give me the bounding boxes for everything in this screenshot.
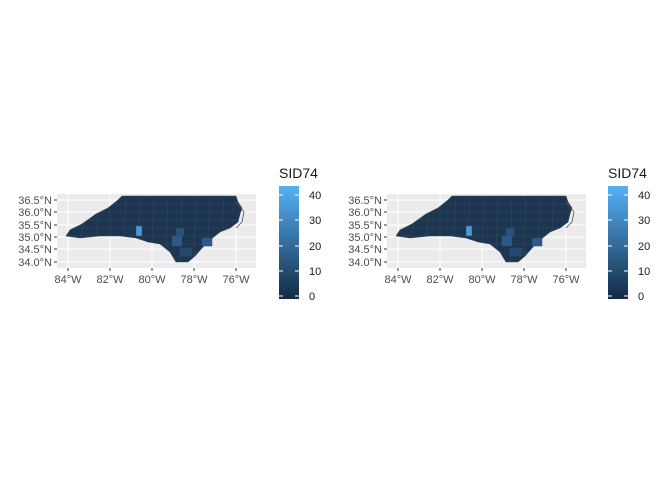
legend: SID74 0 10 20 30 40	[279, 165, 321, 303]
legend-label: 40	[638, 190, 650, 202]
y-tick-label: 36.5°N	[18, 195, 52, 207]
legend-label: 30	[638, 215, 650, 227]
legend-label: 20	[309, 241, 321, 253]
legend-label: 40	[309, 190, 321, 202]
y-tick-label: 35.0°N	[348, 232, 382, 244]
y-tick-label: 34.5°N	[348, 244, 382, 256]
y-tick-label: 36.0°N	[348, 207, 382, 219]
y-tick-label: 34.5°N	[18, 244, 52, 256]
legend-label: 0	[638, 291, 644, 303]
legend-title: SID74	[608, 165, 647, 181]
nc-counties	[395, 195, 575, 263]
y-axis	[384, 199, 387, 263]
map-svg-right: 84°W 82°W 80°W 78°W 76°W 36.5°N 36.0°N 3…	[348, 165, 650, 303]
x-axis	[67, 268, 237, 271]
legend-label: 10	[638, 266, 650, 278]
map-svg-left: 84°W 82°W 80°W 78°W 76°W 36.5°N 36.0°N 3…	[18, 165, 321, 303]
y-tick-labels: 36.5°N 36.0°N 35.5°N 35.0°N 34.5°N 34.0°…	[18, 195, 52, 269]
x-tick-label: 76°W	[552, 274, 580, 286]
legend-label: 10	[309, 266, 321, 278]
colorbar	[608, 186, 628, 299]
y-axis	[54, 199, 57, 263]
y-tick-label: 35.5°N	[18, 220, 52, 232]
y-tick-labels: 36.5°N 36.0°N 35.5°N 35.0°N 34.5°N 34.0°…	[348, 195, 382, 269]
legend-label: 20	[638, 241, 650, 253]
x-axis	[397, 268, 567, 271]
nc-counties	[65, 195, 245, 263]
y-tick-label: 35.0°N	[18, 232, 52, 244]
legend-title: SID74	[279, 165, 318, 181]
x-tick-label: 78°W	[510, 274, 538, 286]
x-tick-labels: 84°W 82°W 80°W 78°W 76°W	[384, 274, 580, 286]
x-tick-label: 76°W	[222, 274, 250, 286]
x-tick-label: 84°W	[384, 274, 412, 286]
x-tick-labels: 84°W 82°W 80°W 78°W 76°W	[54, 274, 250, 286]
map-panel-right: 84°W 82°W 80°W 78°W 76°W 36.5°N 36.0°N 3…	[330, 0, 666, 480]
colorbar	[279, 186, 299, 299]
x-tick-label: 84°W	[54, 274, 82, 286]
map-panel-left: 84°W 82°W 80°W 78°W 76°W 36.5°N 36.0°N 3…	[18, 165, 321, 303]
legend-label: 0	[309, 291, 315, 303]
y-tick-label: 34.0°N	[18, 257, 52, 269]
x-tick-label: 78°W	[180, 274, 208, 286]
x-tick-label: 82°W	[96, 274, 124, 286]
y-tick-label: 36.0°N	[18, 207, 52, 219]
x-tick-label: 80°W	[468, 274, 496, 286]
legend: SID74 0 10 20 30 40	[608, 165, 650, 303]
legend-label: 30	[309, 215, 321, 227]
x-tick-label: 82°W	[426, 274, 454, 286]
y-tick-label: 36.5°N	[348, 195, 382, 207]
y-tick-label: 35.5°N	[348, 220, 382, 232]
y-tick-label: 34.0°N	[348, 257, 382, 269]
x-tick-label: 80°W	[138, 274, 166, 286]
